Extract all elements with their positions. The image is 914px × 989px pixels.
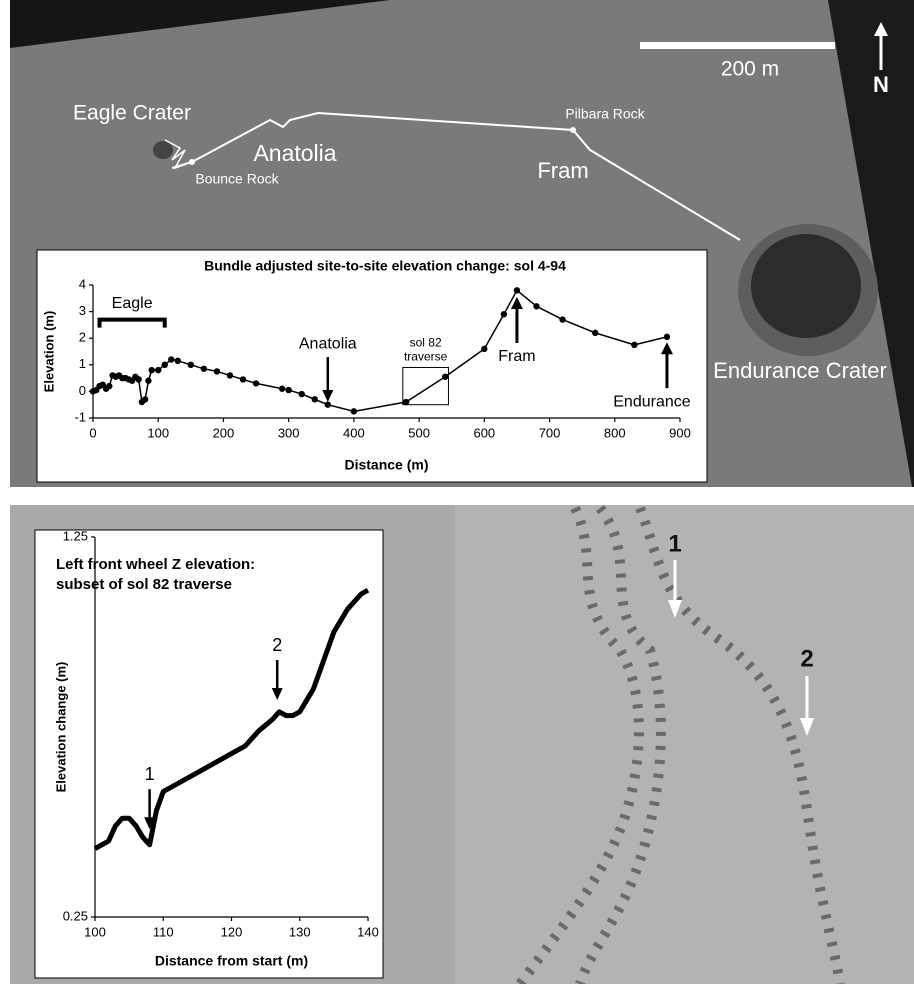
data-point <box>631 342 637 348</box>
data-point <box>145 378 151 384</box>
site <box>570 127 576 133</box>
y-tick-label: -1 <box>74 409 86 424</box>
place-label: Bounce Rock <box>195 171 279 187</box>
y-tick-label: 3 <box>79 303 86 318</box>
x-axis-label: Distance (m) <box>344 457 428 473</box>
photo-label: 2 <box>800 645 813 672</box>
y-tick-label: 2 <box>79 330 86 345</box>
x-tick-label: 140 <box>357 924 379 939</box>
annotation: Fram <box>498 348 535 365</box>
x-tick-label: 300 <box>278 425 300 440</box>
annotation: Endurance <box>613 393 690 410</box>
x-axis-label: Distance from start (m) <box>155 953 308 969</box>
scale-bar <box>640 42 835 49</box>
scale-label: 200 m <box>721 58 779 81</box>
y-tick-label: 0 <box>79 383 86 398</box>
y-tick-label: 1.25 <box>63 528 88 543</box>
map-panel: 200 m N Eagle Crater Anatolia Bounce Roc… <box>10 0 914 487</box>
annotation: Eagle <box>112 295 153 312</box>
data-point <box>214 368 220 374</box>
data-point <box>481 346 487 352</box>
inset-frame <box>37 250 707 482</box>
data-point <box>325 402 331 408</box>
data-point <box>285 387 291 393</box>
x-tick-label: 200 <box>213 425 235 440</box>
data-point <box>501 311 507 317</box>
data-point <box>168 356 174 362</box>
data-point <box>664 334 670 340</box>
y-tick-label: 0.25 <box>63 908 88 923</box>
data-point <box>299 391 305 397</box>
x-tick-label: 0 <box>89 425 96 440</box>
data-point <box>175 358 181 364</box>
y-axis-label: Elevation (m) <box>41 311 56 393</box>
x-tick-label: 800 <box>604 425 626 440</box>
north-label: N <box>873 72 889 97</box>
data-point <box>253 380 259 386</box>
x-tick-label: 700 <box>539 425 561 440</box>
data-point <box>188 362 194 368</box>
annotation: 1 <box>145 764 155 784</box>
annotation: Anatolia <box>299 335 357 352</box>
x-tick-label: 400 <box>343 425 365 440</box>
x-tick-label: 100 <box>84 924 106 939</box>
data-point <box>279 386 285 392</box>
data-point <box>592 330 598 336</box>
y-axis-label: Elevation change (m) <box>53 662 68 793</box>
x-tick-label: 500 <box>408 425 430 440</box>
x-tick-label: 110 <box>153 924 174 939</box>
data-point <box>135 376 141 382</box>
y-tick-label: 1 <box>79 356 86 371</box>
place-label: Eagle Crater <box>73 102 191 125</box>
annotation: 2 <box>272 635 282 655</box>
data-point <box>142 396 148 402</box>
data-point <box>149 367 155 373</box>
place-label: Pilbara Rock <box>565 106 645 122</box>
data-point <box>312 396 318 402</box>
figure: 200 m N Eagle Crater Anatolia Bounce Roc… <box>0 0 914 984</box>
y-tick-label: 4 <box>79 276 86 291</box>
data-point <box>227 372 233 378</box>
sand <box>455 505 914 984</box>
data-point <box>559 316 565 322</box>
data-point <box>240 376 246 382</box>
data-point <box>533 303 539 309</box>
site <box>189 159 195 165</box>
x-tick-label: 600 <box>473 425 495 440</box>
data-point <box>162 362 168 368</box>
x-tick-label: 900 <box>669 425 691 440</box>
place-label: Fram <box>537 158 588 183</box>
data-point <box>442 374 448 380</box>
place-label: Endurance Crater <box>713 358 887 383</box>
data-point <box>155 367 161 373</box>
x-tick-label: 100 <box>147 425 169 440</box>
data-point <box>351 408 357 414</box>
place-label: Anatolia <box>253 140 336 166</box>
eagle-crater <box>153 141 173 159</box>
photo-label: 1 <box>668 530 681 557</box>
x-tick-label: 130 <box>289 924 311 939</box>
data-point <box>514 287 520 293</box>
data-point <box>106 383 112 389</box>
crater-floor <box>751 234 861 338</box>
x-tick-label: 120 <box>221 924 243 939</box>
chart-title: Bundle adjusted site-to-site elevation c… <box>204 258 566 274</box>
data-point <box>201 366 207 372</box>
